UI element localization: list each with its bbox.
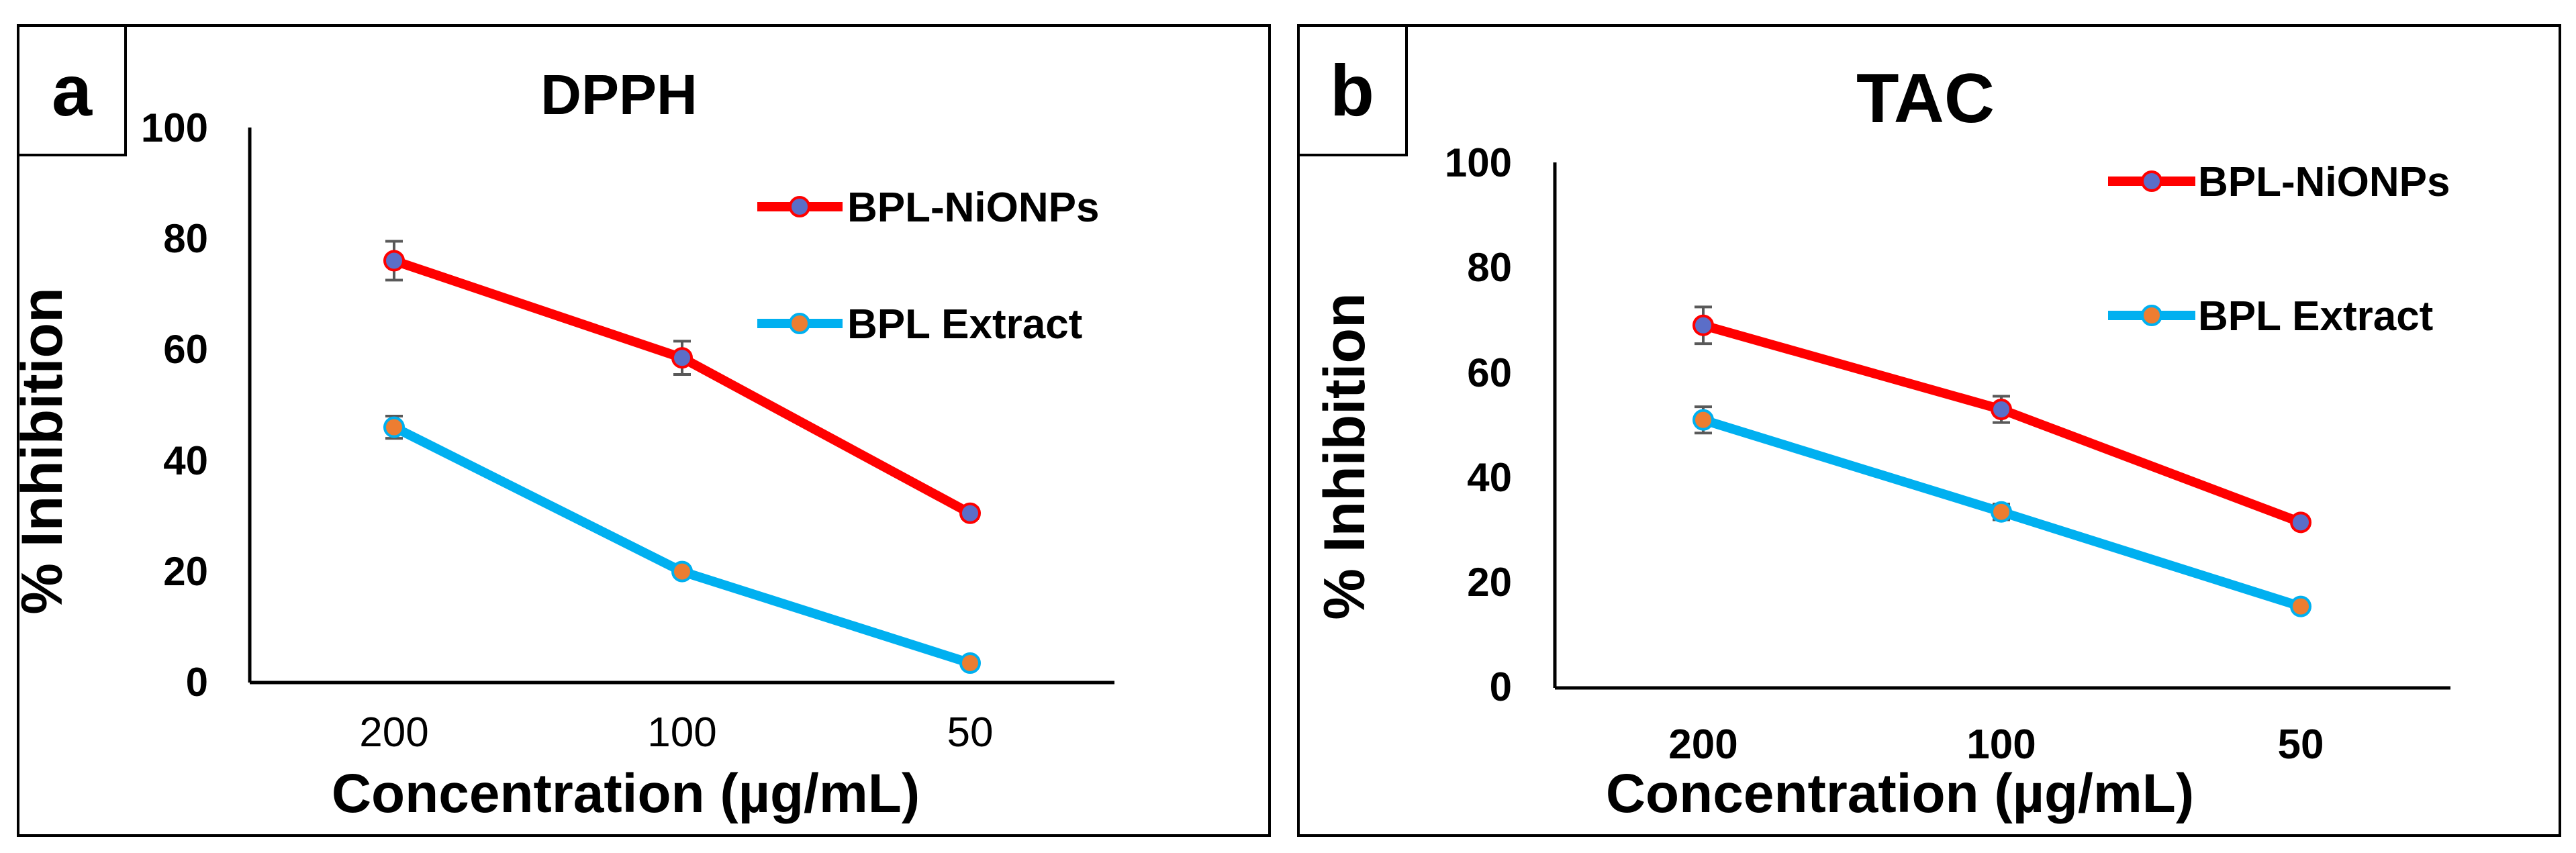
data-point-extract: [383, 416, 405, 438]
panel-a-y-tick: 0: [186, 660, 208, 705]
panel-b-frame: [1297, 24, 2561, 837]
panel-b-x-axis-label: Concentration (µg/mL): [1606, 763, 2194, 824]
panel-b-x-tick: 200: [1668, 721, 1737, 768]
panel-b-label: b: [1330, 50, 1374, 131]
panel-a-frame: [17, 24, 1271, 837]
panel-a: a DPPH % Inhibition Concentration (µg/mL…: [10, 24, 1271, 837]
panel-a-y-tick: 60: [163, 327, 208, 372]
panel-b-plot-area: [1692, 305, 2311, 617]
panel-b-x-tick: 50: [2278, 721, 2324, 768]
panel-b-legend-marker-extract: [2141, 305, 2162, 326]
panel-b: b TAC % Inhibition Concentration (µg/mL)…: [1297, 24, 2561, 837]
panel-b-x-tick: 100: [1966, 721, 2036, 768]
panel-a-y-tick: 100: [141, 105, 208, 150]
data-point-nionps: [383, 250, 405, 272]
panel-a-legend-label-extract: BPL Extract: [847, 301, 1082, 348]
data-point-extract: [2290, 595, 2311, 617]
panel-a-label: a: [52, 50, 93, 131]
panel-a-plot-area: [383, 240, 981, 674]
panel-b-y-tick: 60: [1467, 350, 1512, 395]
panel-b-label-box: [1297, 24, 1408, 156]
panel-b-y-tick: 40: [1467, 455, 1512, 500]
data-point-nionps: [959, 502, 981, 524]
panel-a-y-tick: 20: [163, 549, 208, 594]
panel-a-x-tick: 100: [647, 709, 716, 756]
panel-b-title: TAC: [1856, 60, 1995, 138]
data-point-nionps: [2290, 511, 2311, 534]
panel-a-title: DPPH: [540, 63, 697, 126]
panel-a-y-axis-label: % Inhibition: [10, 287, 75, 614]
panel-b-y-tick: 100: [1445, 140, 1512, 185]
panel-a-legend-label-nionps: BPL-NiONPs: [847, 185, 1099, 231]
panel-a-y-tick: 40: [163, 438, 208, 483]
panel-a-x-axis-label: Concentration (µg/mL): [332, 763, 920, 824]
panel-a-y-tick: 80: [163, 216, 208, 261]
data-point-nionps: [671, 347, 693, 369]
data-point-extract: [1991, 501, 2012, 523]
panel-b-y-tick: 0: [1490, 664, 1512, 709]
panel-b-legend-label-nionps: BPL-NiONPs: [2198, 159, 2450, 205]
panel-a-label-box: [17, 24, 127, 156]
panel-b-legend-marker-nionps: [2141, 170, 2162, 192]
panel-b-y-tick: 20: [1467, 560, 1512, 605]
panel-a-legend-marker-nionps: [789, 196, 810, 217]
data-point-extract: [671, 560, 693, 583]
panel-b-legend-label-extract: BPL Extract: [2198, 293, 2433, 340]
panel-a-x-tick: 200: [359, 709, 428, 756]
data-point-nionps: [1991, 399, 2012, 421]
panel-a-x-tick: 50: [947, 709, 994, 756]
panel-b-y-tick: 80: [1467, 245, 1512, 290]
panel-a-legend-marker-extract: [789, 313, 810, 334]
data-point-extract: [1692, 409, 1714, 431]
data-point-extract: [959, 652, 981, 674]
panel-b-y-axis-label: % Inhibition: [1313, 293, 1377, 619]
data-point-nionps: [1692, 314, 1714, 336]
